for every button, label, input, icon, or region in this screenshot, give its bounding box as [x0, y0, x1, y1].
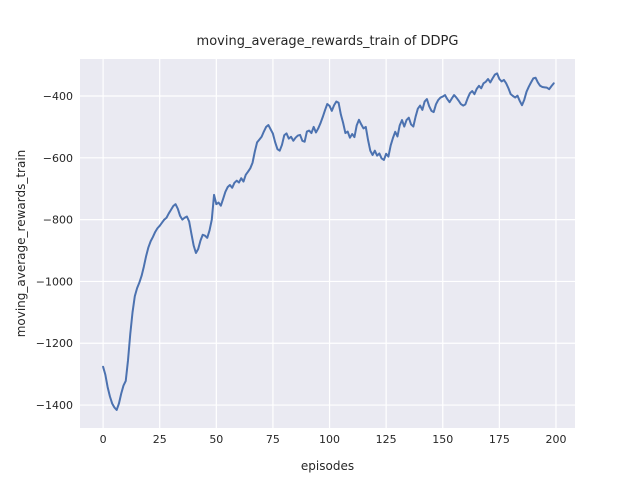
x-tick-label: 100	[319, 433, 340, 446]
y-axis-label: moving_average_rewards_train	[14, 150, 28, 338]
data-line-layer	[102, 72, 555, 411]
x-tick-label: 25	[153, 433, 167, 446]
chart-title: moving_average_rewards_train of DDPG	[197, 34, 459, 49]
x-tick-labels: 0 25 50 75 100 125 150 175 200	[100, 433, 567, 446]
y-tick-label: −1200	[36, 337, 73, 350]
x-tick-label: 150	[432, 433, 453, 446]
x-axis-label: episodes	[301, 459, 354, 473]
y-tick-label: −1000	[36, 275, 73, 288]
grid-lines	[80, 59, 575, 428]
x-tick-label: 125	[376, 433, 397, 446]
x-tick-label: 0	[100, 433, 107, 446]
y-tick-label: −800	[43, 214, 73, 227]
y-tick-label: −400	[43, 90, 73, 103]
y-tick-labels: −1400 −1200 −1000 −800 −600 −400	[36, 90, 73, 412]
y-tick-label: −1400	[36, 399, 73, 412]
x-tick-label: 175	[489, 433, 510, 446]
x-tick-label: 200	[545, 433, 566, 446]
x-tick-label: 75	[266, 433, 280, 446]
x-tick-label: 50	[209, 433, 223, 446]
y-tick-label: −600	[43, 152, 73, 165]
reward-line	[102, 72, 555, 411]
plot-area	[80, 59, 575, 428]
